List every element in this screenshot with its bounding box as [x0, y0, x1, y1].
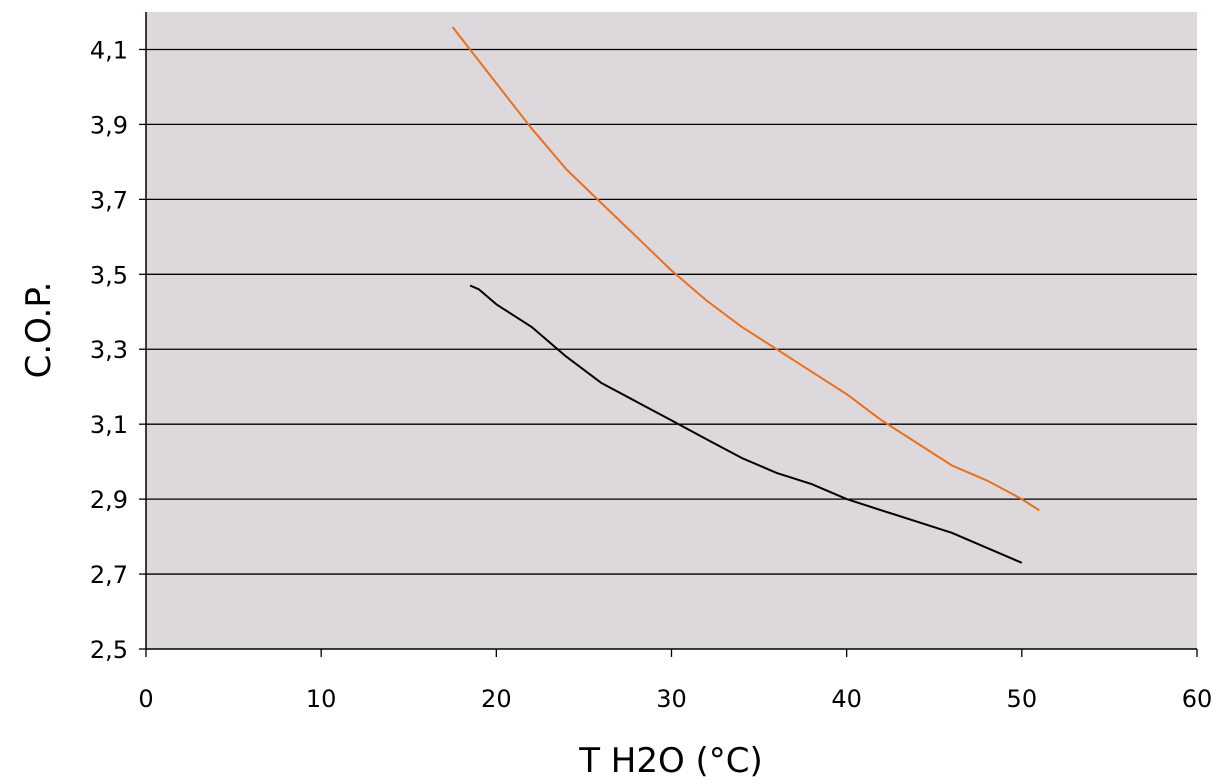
y-tick-label: 3,3 — [90, 336, 128, 364]
x-tick-label: 60 — [1182, 685, 1213, 713]
y-tick-label: 2,5 — [90, 636, 128, 664]
gridlines — [146, 48, 1197, 575]
y-tick-label: 3,5 — [90, 261, 128, 289]
x-tick-label: 20 — [481, 685, 512, 713]
plot-area — [146, 12, 1197, 649]
y-axis-title: C.O.P. — [19, 282, 59, 379]
x-axis-title: T H2O (°C) — [578, 741, 763, 781]
x-tick-label: 30 — [656, 685, 687, 713]
series-line-2 — [469, 284, 1023, 564]
x-tick-label: 40 — [831, 685, 862, 713]
y-tick-label: 2,7 — [90, 561, 128, 589]
x-tick-label: 50 — [1007, 685, 1038, 713]
x-tick-label: 0 — [138, 685, 153, 713]
y-tick-label: 3,7 — [90, 186, 128, 214]
y-tick-label: 4,1 — [90, 36, 128, 64]
x-axis-ticks: 0 10 20 30 40 50 60 — [138, 649, 1212, 713]
y-tick-label: 2,9 — [90, 486, 128, 514]
y-tick-label: 3,9 — [90, 111, 128, 139]
x-tick-label: 10 — [306, 685, 337, 713]
y-axis-ticks: 2,5 2,7 2,9 3,1 3,3 3,5 3,7 3,9 4,1 — [90, 36, 146, 664]
y-tick-label: 3,1 — [90, 411, 128, 439]
series-lines — [451, 26, 1040, 564]
series-line-1 — [451, 26, 1040, 512]
